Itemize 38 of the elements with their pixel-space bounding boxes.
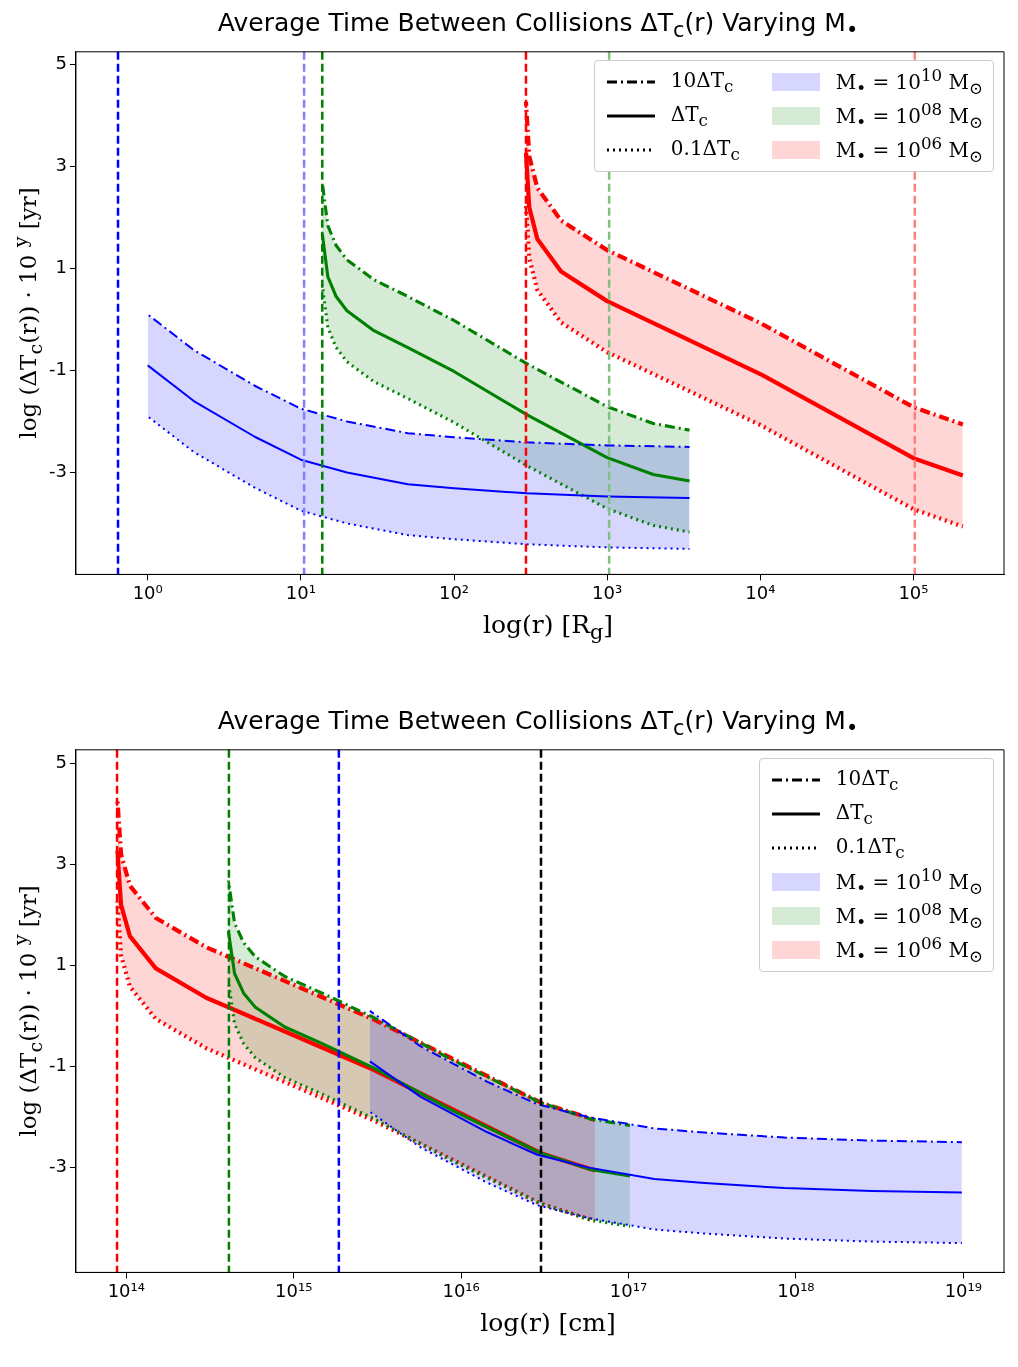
legend-label: M$_{•}$ = 10$^{10}$ M$_{⊙}$ [835, 865, 983, 898]
y-tick-label: 3 [55, 852, 67, 874]
legend-label: M$_{•}$ = 10$^{06}$ M$_{⊙}$ [835, 933, 983, 966]
x-axis-title: log(r) [cm] [479, 1308, 617, 1337]
y-tick-label: 3 [55, 154, 67, 176]
legend-label: 10ΔT$_{c}$ [835, 765, 899, 794]
chart-title: Average Time Between Collisions ΔT$_{c}$(r) Varying M$_{•}$ [216, 8, 860, 42]
y-tick-label: -1 [48, 1054, 67, 1076]
legend-label: 0.1ΔT$_{c}$ [835, 833, 905, 862]
x-tick-label: 10¹⁶ [442, 1279, 480, 1301]
y-tick-label: -3 [48, 1155, 67, 1177]
legend-label: M$_{•}$ = 10$^{08}$ M$_{⊙}$ [835, 899, 983, 932]
y-tick-label: -3 [48, 460, 67, 482]
legend-label: M$_{•}$ = 10$^{06}$ M$_{⊙}$ [835, 133, 983, 166]
x-tick-label: 10³ [592, 581, 623, 603]
y-tick-label: 1 [55, 256, 67, 278]
x-tick-label: 10¹ [285, 581, 316, 603]
y-tick-label: 5 [55, 52, 67, 74]
legend-label: ΔT$_{c}$ [835, 799, 873, 828]
x-tick-label: 10¹⁷ [609, 1279, 648, 1301]
x-tick-label: 10¹⁵ [275, 1279, 313, 1301]
legend-label: ΔT$_{c}$ [670, 101, 708, 130]
legend-label: 0.1ΔT$_{c}$ [670, 135, 740, 164]
x-tick-label: 10⁵ [898, 581, 929, 603]
y-tick-label: 5 [55, 751, 67, 773]
x-tick-label: 10⁰ [132, 581, 163, 603]
x-tick-label: 10¹⁴ [107, 1279, 146, 1301]
x-tick-label: 10¹⁸ [777, 1279, 815, 1301]
x-axis-title: log(r) [R$_{g}$] [481, 610, 615, 644]
chart-title: Average Time Between Collisions ΔT$_{c}$(r) Varying M$_{•}$ [216, 706, 860, 740]
legend-label: M$_{•}$ = 10$^{08}$ M$_{⊙}$ [835, 99, 983, 132]
x-tick-label: 10² [438, 581, 470, 603]
y-tick-label: 1 [55, 953, 67, 975]
legend-label: M$_{•}$ = 10$^{10}$ M$_{⊙}$ [835, 65, 983, 98]
x-tick-label: 10¹⁹ [944, 1279, 982, 1301]
y-tick-label: -1 [48, 358, 67, 380]
x-tick-label: 10⁴ [745, 581, 776, 603]
legend-label: 10ΔT$_{c}$ [670, 67, 734, 96]
